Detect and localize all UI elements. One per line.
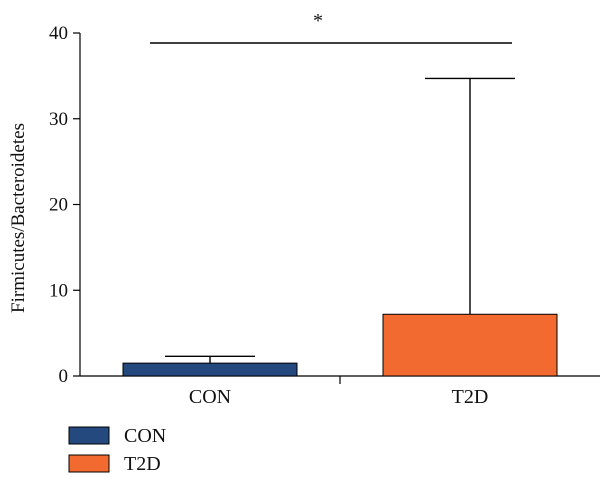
- legend-label: T2D: [124, 453, 161, 475]
- legend-swatch-con: [68, 426, 110, 445]
- significance-annotation: *: [150, 10, 512, 44]
- bar-t2d: [382, 313, 558, 377]
- bars: [122, 313, 558, 377]
- error-bars: [165, 77, 515, 364]
- legend-label: CON: [124, 425, 166, 447]
- y-tick-label: 40: [49, 23, 68, 44]
- y-tick-label: 10: [49, 280, 68, 301]
- legend: CON T2D: [68, 425, 166, 475]
- x-axis: CON T2D: [80, 375, 600, 408]
- y-tick-label: 30: [49, 109, 68, 130]
- y-axis: 0 10 20 30 40: [49, 23, 81, 387]
- y-axis-title: Firmicutes/Bacteroidetes: [8, 123, 29, 313]
- x-tick-label: T2D: [452, 386, 489, 408]
- y-tick-label: 0: [59, 366, 69, 387]
- significance-star: *: [313, 10, 323, 32]
- x-tick-label: CON: [189, 386, 231, 408]
- bar-con: [122, 362, 298, 377]
- legend-swatch-t2d: [68, 454, 110, 473]
- y-tick-label: 20: [49, 195, 68, 216]
